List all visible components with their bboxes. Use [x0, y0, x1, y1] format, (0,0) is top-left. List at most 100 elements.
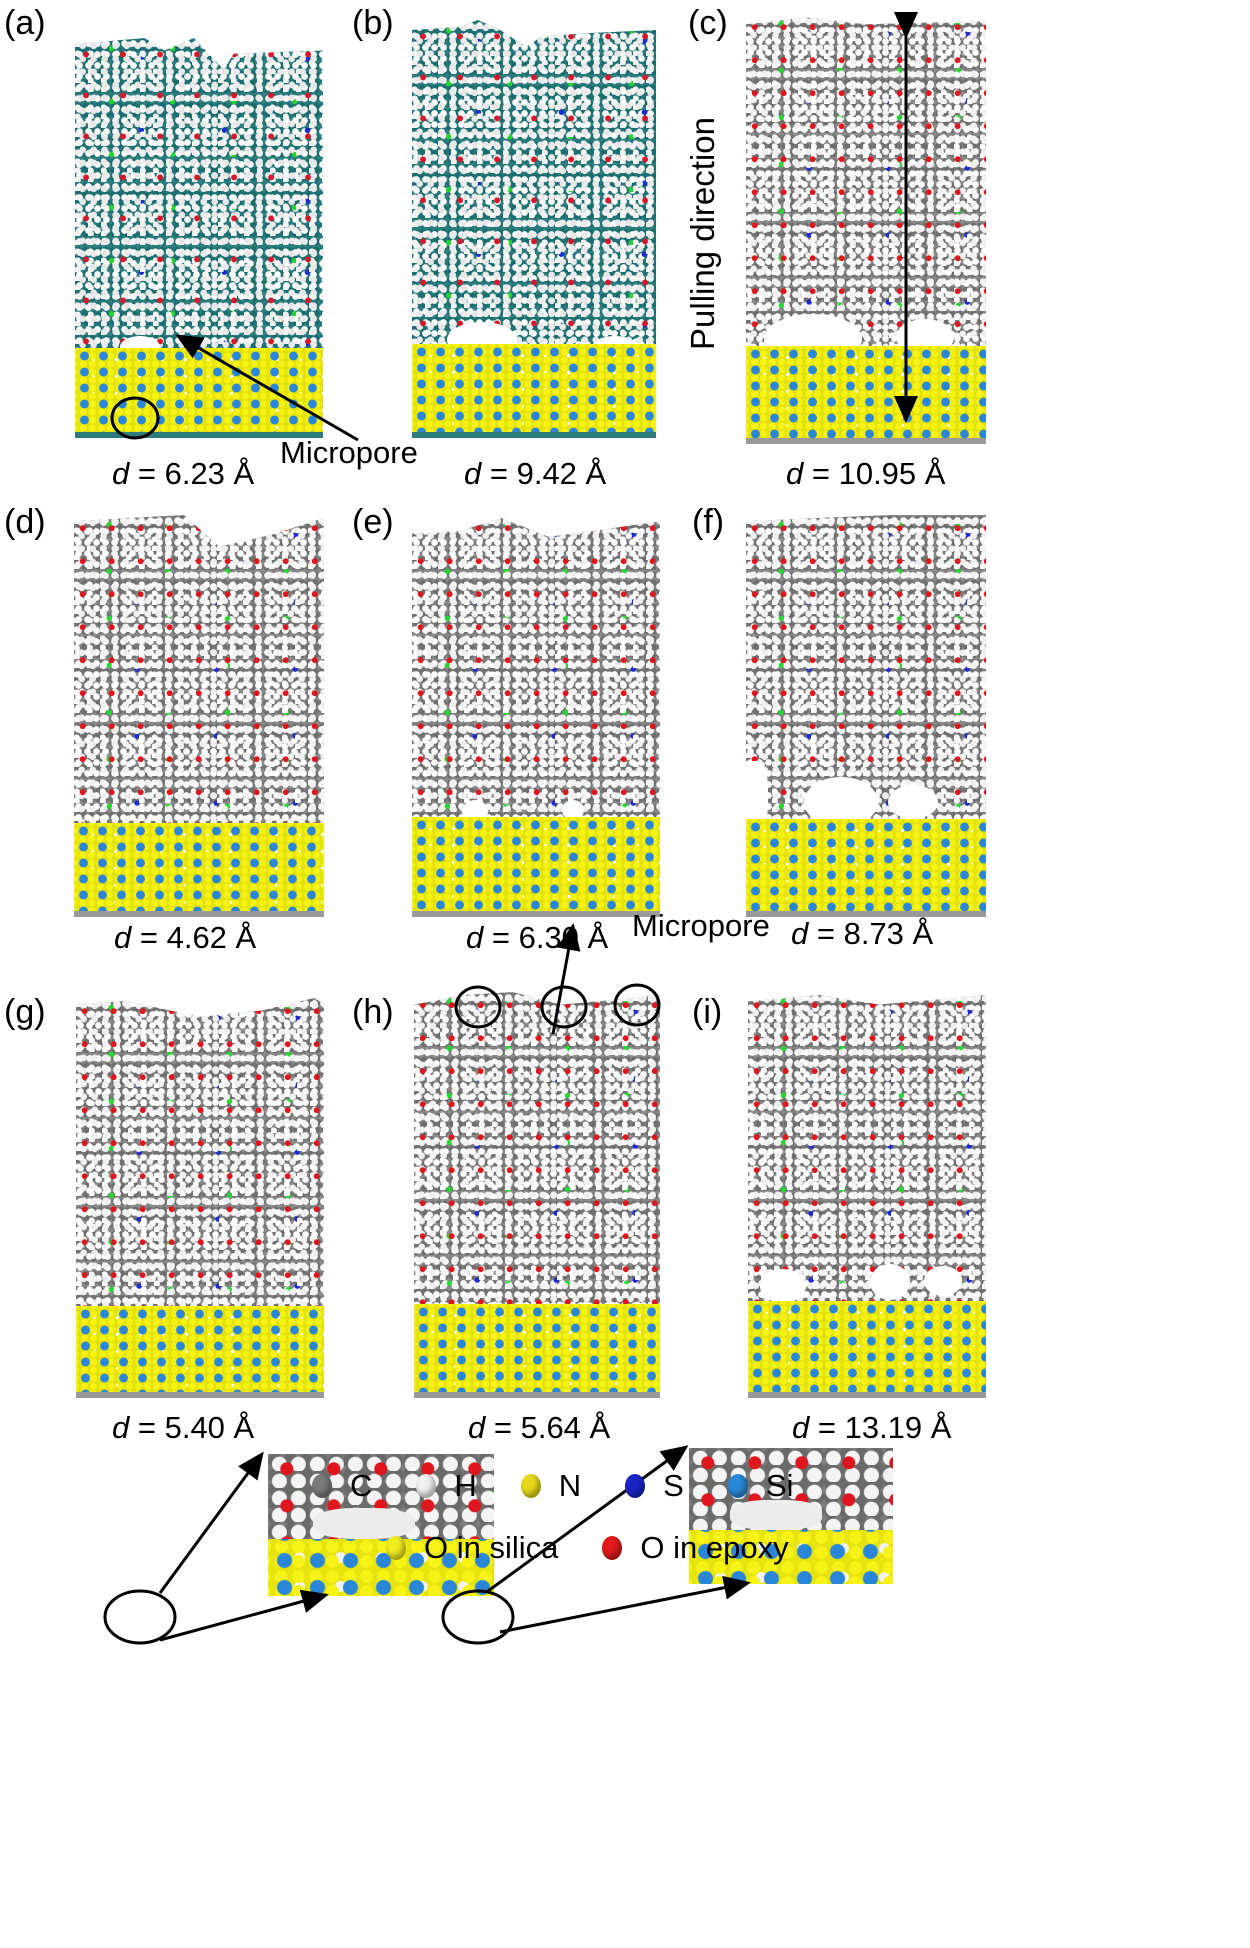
- panel-letter-h: (h): [352, 993, 394, 1031]
- d-value: = 10.95 Å: [811, 456, 946, 491]
- zoom-inset-h: [687, 1446, 895, 1586]
- epoxy-layer: [748, 995, 986, 1307]
- d-value: = 9.42 Å: [489, 456, 607, 491]
- d-value: = 8.73 Å: [816, 916, 934, 951]
- simulation-panel-d: [74, 515, 324, 917]
- panel-letter-g: (g): [4, 993, 46, 1031]
- d-value: = 5.40 Å: [137, 1410, 255, 1445]
- micropore: [804, 777, 878, 827]
- epoxy-layer: [412, 20, 656, 355]
- legend-item-n: N: [520, 1468, 582, 1504]
- oxygen-epoxy-atom-icon: [602, 1536, 623, 1560]
- distance-label-b: d = 9.42 Å: [464, 458, 606, 489]
- zoom-arrow-g-top: [158, 1451, 264, 1594]
- silica-substrate: [746, 346, 986, 444]
- epoxy-layer: [746, 17, 986, 359]
- micropore: [888, 785, 938, 819]
- silica-substrate: [748, 1301, 986, 1398]
- panel-letter-b: (b): [352, 4, 394, 42]
- inset-silica: [689, 1529, 893, 1584]
- distance-label-c: d = 10.95 Å: [786, 458, 945, 489]
- epoxy-layer: [75, 38, 323, 353]
- d-value: = 6.30 Å: [491, 920, 609, 955]
- d-symbol: d: [468, 1410, 486, 1445]
- distance-label-a: d = 6.23 Å: [112, 458, 254, 489]
- panel-letter-f: (f): [692, 503, 725, 541]
- simulation-panel-i: [748, 992, 986, 1398]
- distance-label-h: d = 5.64 Å: [468, 1412, 610, 1443]
- panel-letter-a: (a): [4, 4, 46, 42]
- micropore: [760, 1269, 806, 1303]
- inset-silica: [268, 1539, 494, 1596]
- simulation-panel-e: [412, 515, 660, 917]
- d-symbol: d: [786, 456, 804, 491]
- d-value: = 4.62 Å: [139, 920, 257, 955]
- legend-item-o-epoxy: O in epoxy: [602, 1530, 789, 1566]
- silica-substrate: [412, 817, 660, 917]
- panel-letter-d: (d): [4, 503, 46, 541]
- d-symbol: d: [112, 1410, 130, 1445]
- silica-substrate: [76, 1306, 324, 1398]
- hydrogen-atom-icon: [416, 1474, 437, 1498]
- silica-substrate: [412, 344, 656, 438]
- d-symbol: d: [464, 456, 482, 491]
- oxygen-silica-atom-icon: [386, 1536, 406, 1560]
- panel-letter-c: (c): [688, 4, 728, 42]
- d-value: = 13.19 Å: [817, 1410, 952, 1445]
- legend-label: O in silica: [424, 1530, 559, 1565]
- d-symbol: d: [114, 920, 132, 955]
- epoxy-layer: [746, 515, 986, 830]
- silicon-atom-icon: [727, 1474, 748, 1498]
- carbon-atom-icon: [312, 1474, 332, 1498]
- simulation-panel-a: [75, 38, 323, 438]
- distance-label-g: d = 5.40 Å: [112, 1412, 254, 1443]
- silica-substrate: [75, 348, 323, 438]
- simulation-panel-h: [414, 992, 660, 1398]
- legend-item-c: C: [312, 1468, 372, 1504]
- d-symbol: d: [792, 1410, 810, 1445]
- silica-substrate: [74, 823, 324, 917]
- pulling-direction-label: Pulling direction: [684, 117, 721, 350]
- zoom-arrow-h-bottom: [499, 1575, 751, 1634]
- legend-item-si: Si: [727, 1468, 794, 1504]
- micropore-label-a: Micropore: [280, 435, 418, 470]
- legend-item-s: S: [625, 1468, 684, 1504]
- inset-gap: [313, 1507, 415, 1540]
- d-value: = 6.23 Å: [137, 456, 255, 491]
- epoxy-layer: [74, 515, 324, 833]
- legend-label: N: [558, 1468, 582, 1503]
- nitrogen-atom-icon: [520, 1474, 541, 1498]
- legend-label: C: [350, 1468, 373, 1503]
- zoom-arrow-g-bottom: [159, 1589, 329, 1642]
- micropore-label-e: Micropore: [632, 908, 770, 943]
- epoxy-layer: [412, 518, 660, 827]
- simulation-panel-f: [746, 515, 986, 917]
- inset-gap: [729, 1499, 822, 1530]
- distance-label-d: d = 4.62 Å: [114, 922, 256, 953]
- simulation-panel-c: [746, 14, 986, 444]
- micropore: [562, 800, 584, 820]
- simulation-panel-g: [76, 998, 324, 1398]
- d-symbol: d: [791, 916, 809, 951]
- micropore: [746, 761, 768, 831]
- simulation-panel-b: [412, 20, 656, 438]
- micropore: [462, 800, 488, 822]
- d-value: = 5.64 Å: [493, 1410, 611, 1445]
- micropore: [870, 1264, 910, 1300]
- legend-row-elements: C H N S Si: [312, 1468, 793, 1504]
- silica-substrate: [414, 1304, 660, 1398]
- zoom-inset-g: [266, 1452, 496, 1598]
- legend-row-oxygen: O in silica O in epoxy: [386, 1530, 789, 1566]
- legend-item-h: H: [416, 1468, 477, 1504]
- distance-label-i: d = 13.19 Å: [792, 1412, 951, 1443]
- legend-label: Si: [765, 1468, 794, 1503]
- d-symbol: d: [112, 456, 130, 491]
- epoxy-layer: [414, 992, 660, 1310]
- legend-item-o-silica: O in silica: [386, 1530, 558, 1566]
- distance-label-f: d = 8.73 Å: [791, 918, 933, 949]
- distance-label-e: d = 6.30 Å: [466, 922, 608, 953]
- micropore: [924, 1266, 962, 1296]
- interface-circle-g: [103, 1589, 177, 1645]
- panel-letter-e: (e): [352, 503, 394, 541]
- panel-letter-i: (i): [692, 993, 723, 1031]
